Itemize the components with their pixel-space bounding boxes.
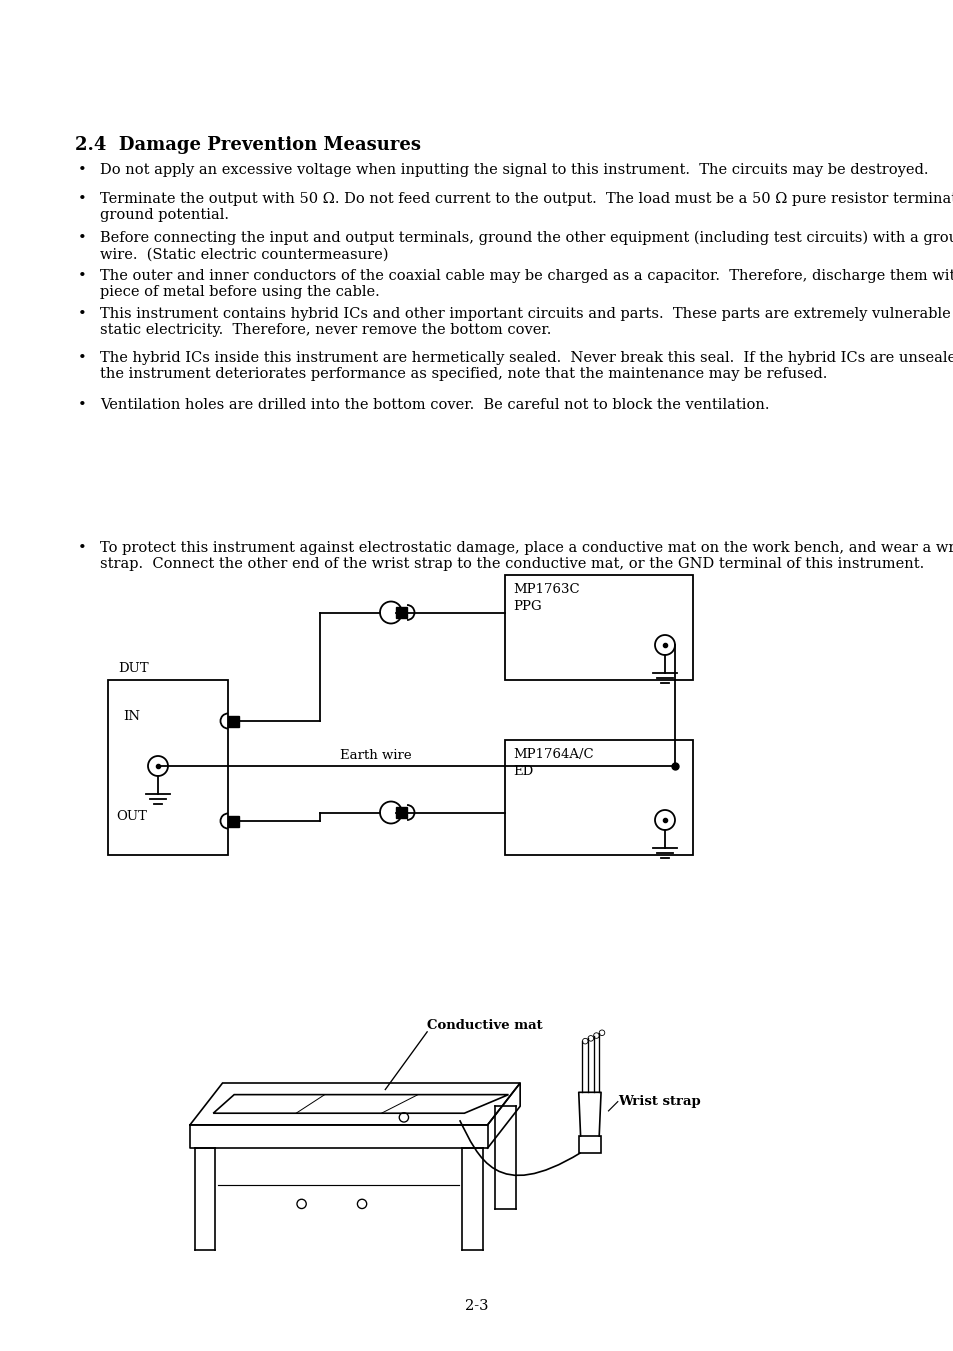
Text: MP1764A/C: MP1764A/C [513,748,593,761]
Bar [578,1136,600,1152]
Bar [228,716,239,727]
Bar [504,740,692,855]
Text: Earth wire: Earth wire [339,748,411,762]
Bar [504,576,692,680]
Text: •: • [78,231,87,245]
Text: To protect this instrument against electrostatic damage, place a conductive mat : To protect this instrument against elect… [100,540,953,571]
Text: The outer and inner conductors of the coaxial cable may be charged as a capacito: The outer and inner conductors of the co… [100,269,953,299]
Text: 2-3: 2-3 [465,1300,488,1313]
Text: Wrist strap: Wrist strap [618,1096,700,1108]
Bar [228,816,239,827]
Text: •: • [78,540,87,555]
Text: DUT: DUT [118,662,149,676]
Text: Ventilation holes are drilled into the bottom cover.  Be careful not to block th: Ventilation holes are drilled into the b… [100,399,769,412]
Text: MP1763C: MP1763C [513,584,579,596]
Text: •: • [78,351,87,365]
Bar [108,680,228,855]
Text: IN: IN [123,709,140,723]
Text: Conductive mat: Conductive mat [427,1019,542,1032]
Text: OUT: OUT [116,809,147,823]
Text: This instrument contains hybrid ICs and other important circuits and parts.  The: This instrument contains hybrid ICs and … [100,307,953,338]
Text: PPG: PPG [513,600,541,613]
Text: ED: ED [513,765,533,778]
Text: •: • [78,163,87,177]
Text: The hybrid ICs inside this instrument are hermetically sealed.  Never break this: The hybrid ICs inside this instrument ar… [100,351,953,381]
Bar [395,607,407,617]
Text: •: • [78,269,87,282]
Text: •: • [78,399,87,412]
Text: •: • [78,192,87,205]
Text: Do not apply an excessive voltage when inputting the signal to this instrument. : Do not apply an excessive voltage when i… [100,163,927,177]
Text: Terminate the output with 50 Ω. Do not feed current to the output.  The load mus: Terminate the output with 50 Ω. Do not f… [100,192,953,222]
Bar [395,807,407,817]
Text: •: • [78,307,87,322]
Text: 2.4  Damage Prevention Measures: 2.4 Damage Prevention Measures [75,136,420,154]
Text: Before connecting the input and output terminals, ground the other equipment (in: Before connecting the input and output t… [100,231,953,262]
